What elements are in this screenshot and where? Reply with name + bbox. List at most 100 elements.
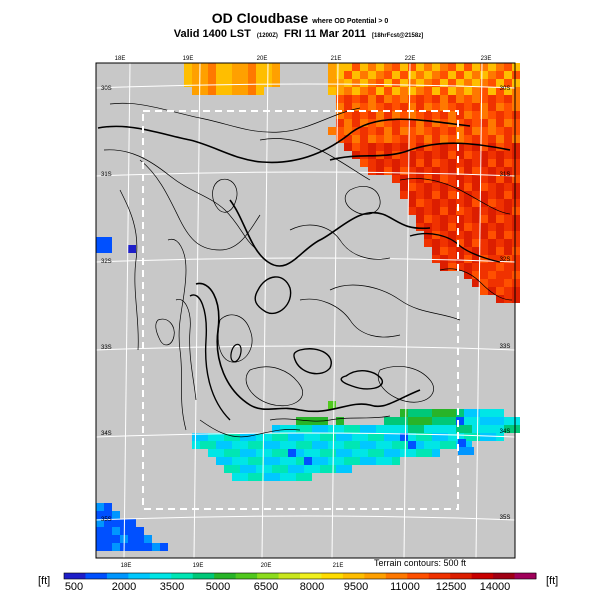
cloudbase-cell xyxy=(96,527,104,535)
cloudbase-cell xyxy=(496,239,504,247)
cloudbase-cell xyxy=(312,425,320,433)
cloudbase-cell xyxy=(408,143,416,151)
cloudbase-cell xyxy=(432,425,440,433)
cloudbase-cell xyxy=(464,433,472,441)
right-latitude-label: 33S xyxy=(500,344,511,350)
colorbar-swatch xyxy=(385,573,408,579)
cloudbase-cell xyxy=(512,63,520,71)
cloudbase-cell xyxy=(216,457,224,465)
cloudbase-cell xyxy=(464,255,472,263)
cloudbase-cell xyxy=(96,519,104,527)
cloudbase-cell xyxy=(472,95,480,103)
cloudbase-cell xyxy=(448,255,456,263)
cloudbase-cell xyxy=(424,167,432,175)
contour-line xyxy=(217,314,253,363)
cloudbase-cell xyxy=(248,473,256,481)
colorbar-tick-label: 2000 xyxy=(112,581,136,593)
cloudbase-cell xyxy=(432,95,440,103)
contour-line xyxy=(212,178,238,213)
cloudbase-cell xyxy=(472,127,480,135)
colorbar-unit-right: [ft] xyxy=(546,575,558,587)
cloudbase-cell xyxy=(408,207,416,215)
left-latitude-label: 30S xyxy=(101,86,112,92)
valid-time-line: Valid 1400 LST (1200Z) FRI 11 Mar 2011 [… xyxy=(0,28,600,40)
cloudbase-cell xyxy=(416,207,424,215)
cloudbase-cell xyxy=(280,473,288,481)
cloudbase-cell xyxy=(336,127,344,135)
cloudbase-cell xyxy=(480,255,488,263)
cloudbase-cell xyxy=(400,417,408,425)
cloudbase-cell xyxy=(376,103,384,111)
cloudbase-cell xyxy=(408,441,416,449)
cloudbase-cell xyxy=(128,245,136,253)
inner-domain-box xyxy=(142,110,459,510)
cloudbase-cell xyxy=(464,417,472,425)
cloudbase-cell xyxy=(232,465,240,473)
cloudbase-cell xyxy=(488,71,496,79)
cloudbase-cell xyxy=(360,79,368,87)
cloudbase-cell xyxy=(328,401,336,409)
cloudbase-cell xyxy=(488,279,496,287)
cloudbase-cell xyxy=(352,87,360,95)
cloudbase-cell xyxy=(240,473,248,481)
cloudbase-cell xyxy=(472,417,480,425)
cloudbase-cell xyxy=(344,465,352,473)
cloudbase-cell xyxy=(224,433,232,441)
cloudbase-cell xyxy=(480,167,488,175)
cloudbase-cell xyxy=(400,95,408,103)
cloudbase-cell xyxy=(464,111,472,119)
cloudbase-cell xyxy=(432,199,440,207)
cloudbase-cell xyxy=(320,441,328,449)
cloudbase-cell xyxy=(104,237,112,245)
cloudbase-cell xyxy=(352,441,360,449)
cloudbase-cell xyxy=(504,231,512,239)
cloudbase-cell xyxy=(440,231,448,239)
colorbar: 500 2000 3500 5000 6500 8000 9500 11000 12500 140… xyxy=(38,572,558,593)
cloudbase-cell xyxy=(304,425,312,433)
cloudbase-cell xyxy=(360,159,368,167)
cloudbase-cell xyxy=(328,449,336,457)
cloudbase-cell xyxy=(504,247,512,255)
colorbar-swatch xyxy=(106,573,129,579)
cloudbase-cell xyxy=(216,87,224,95)
valid-date: FRI 11 Mar 2011 xyxy=(283,28,366,40)
cloudbase-cell xyxy=(488,191,496,199)
cloudbase-cell xyxy=(496,79,504,87)
cloudbase-cell xyxy=(496,63,504,71)
cloudbase-cell xyxy=(480,119,488,127)
cloudbase-cell xyxy=(392,87,400,95)
cloudbase-cell xyxy=(512,287,520,295)
cloudbase-cell xyxy=(456,71,464,79)
colorbar-swatch xyxy=(321,573,344,579)
cloudbase-cell xyxy=(232,449,240,457)
colorbar-swatch xyxy=(257,573,280,579)
cloudbase-cell xyxy=(440,151,448,159)
cloudbase-cell xyxy=(240,441,248,449)
cloudbase-cell xyxy=(408,135,416,143)
cloudbase-cell xyxy=(504,255,512,263)
cloudbase-cell xyxy=(488,103,496,111)
cloudbase-cell xyxy=(392,457,400,465)
title-subtitle: where OD Potential > 0 xyxy=(312,18,389,25)
cloudbase-cell xyxy=(224,441,232,449)
cloudbase-cell xyxy=(248,87,256,95)
cloudbase-cell xyxy=(472,433,480,441)
cloudbase-cell xyxy=(216,433,224,441)
colorbar-tick-label: 12500 xyxy=(436,581,467,593)
cloudbase-cell xyxy=(416,175,424,183)
cloudbase-cell xyxy=(504,295,512,303)
contour-line xyxy=(167,238,187,431)
colorbar-swatch xyxy=(192,573,215,579)
colorbar-tick-label: 5000 xyxy=(206,581,230,593)
cloudbase-cell xyxy=(416,215,424,223)
cloudbase-cell xyxy=(512,207,520,215)
cloudbase-cell xyxy=(360,433,368,441)
cloudbase-cell xyxy=(472,111,480,119)
cloudbase-cell xyxy=(488,95,496,103)
cloudbase-cell xyxy=(152,543,160,551)
cloudbase-cell xyxy=(432,255,440,263)
cloudbase-cell xyxy=(456,95,464,103)
cloudbase-cell xyxy=(504,71,512,79)
cloudbase-cell xyxy=(504,271,512,279)
